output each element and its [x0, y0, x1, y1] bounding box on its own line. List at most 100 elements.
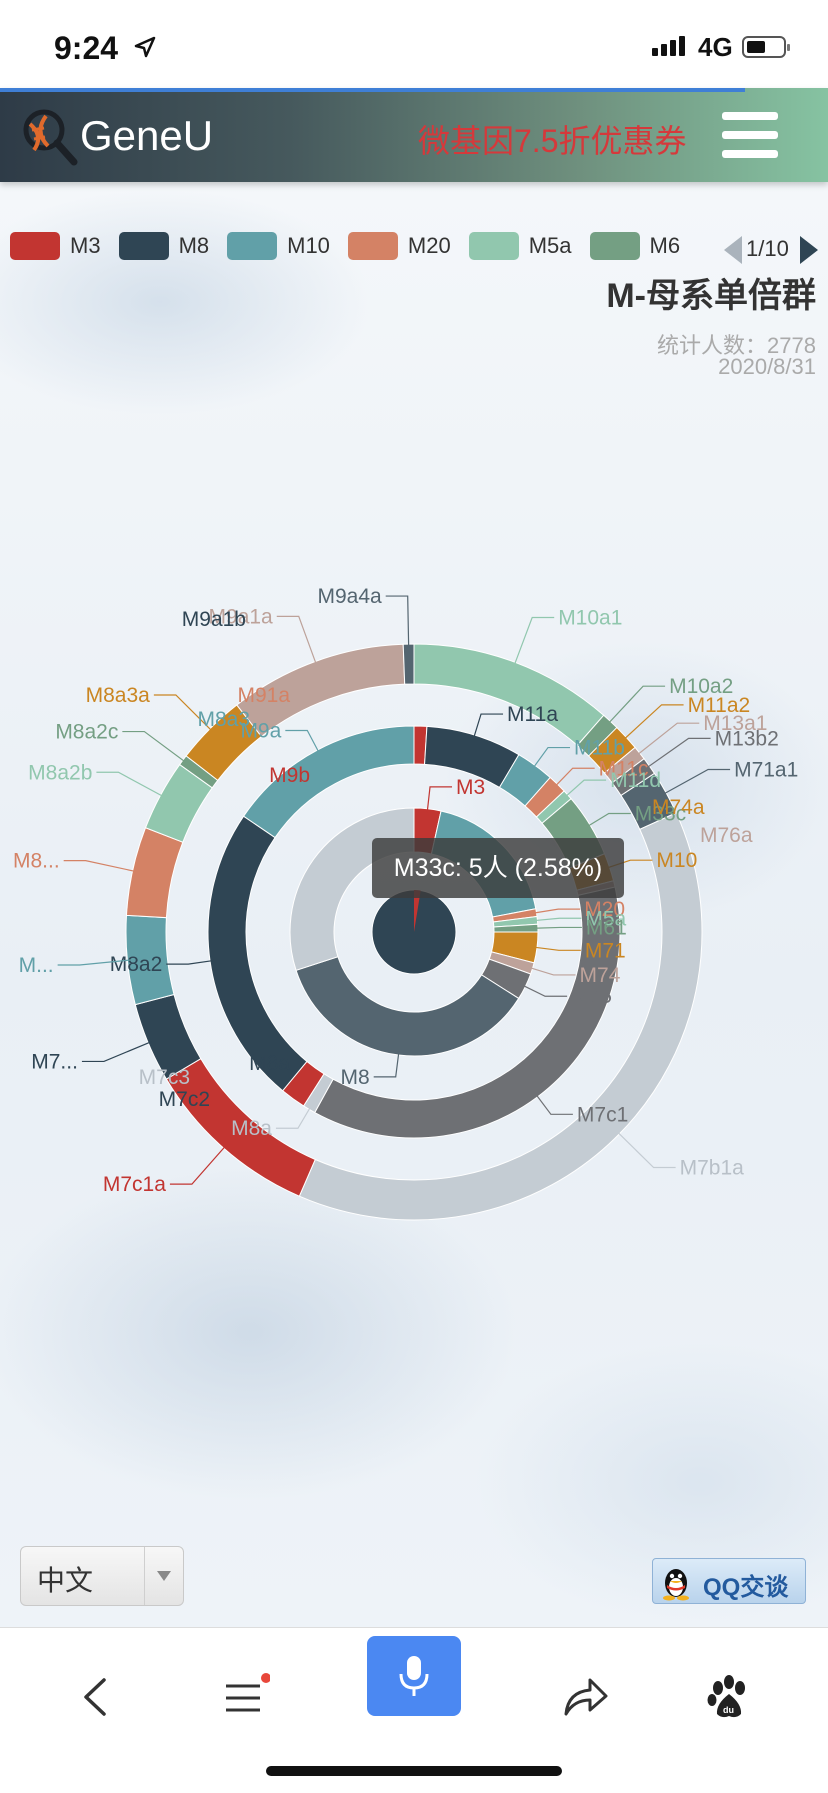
chart-legend: M3 M8 M10 M20 M5a M6 [10, 232, 728, 268]
extra-segment-label: M9b [269, 764, 310, 787]
legend-label: M20 [407, 233, 451, 258]
chart-tooltip: M33c: 5人 (2.58%) [372, 838, 624, 898]
label-leader-line [532, 746, 571, 769]
segment-label: M7c1a [103, 1173, 166, 1196]
label-leader-line [57, 959, 132, 966]
label-leader-line [385, 595, 410, 649]
label-leader-line [622, 704, 684, 741]
segment-label: M5a [585, 907, 626, 930]
segment-label: M10a1 [558, 606, 622, 629]
segment-label: M11d [610, 769, 661, 792]
qq-penguin-icon [663, 1569, 689, 1601]
label-leader-line [533, 917, 582, 922]
language-select[interactable]: 中文 [20, 1546, 184, 1606]
sunburst-segment[interactable] [402, 643, 415, 685]
language-value: 中文 [37, 1565, 94, 1596]
segment-label: M13a1 [703, 712, 767, 735]
legend-item[interactable]: M8 [118, 232, 209, 260]
menu-icon [722, 112, 778, 120]
geneu-logo-icon [23, 109, 78, 166]
share-icon[interactable] [560, 1672, 610, 1722]
label-leader-line [607, 685, 666, 725]
segment-label: M11a2 [688, 694, 751, 717]
segment-label: M3 [456, 776, 485, 799]
menu-button[interactable] [722, 112, 778, 158]
sunburst-segment[interactable] [242, 725, 415, 839]
promo-link[interactable]: 微基因7.5折优惠券 [418, 123, 687, 159]
header-progress-bar [0, 88, 745, 92]
legend-swatch [10, 232, 60, 260]
segment-label: M7... [31, 1050, 78, 1073]
qq-chat-button[interactable]: QQ交谈 [652, 1558, 806, 1604]
legend-item[interactable]: M3 [10, 232, 101, 260]
segment-label: M8a3a [86, 684, 151, 707]
menu-list-icon[interactable] [220, 1672, 270, 1722]
segment-label: M8 [341, 1066, 370, 1089]
legend-prev-icon[interactable] [724, 236, 742, 264]
segment-label: M9a1a [209, 605, 274, 628]
segment-label: M11b [574, 737, 625, 760]
legend-swatch [347, 232, 398, 260]
segment-label: M7c1 [577, 1103, 628, 1126]
segment-label: M... [19, 954, 54, 977]
segment-label: M9a [240, 720, 281, 743]
label-leader-line [373, 1050, 400, 1078]
segment-label: M10 [656, 849, 697, 872]
segment-label: M20 [584, 898, 625, 921]
label-leader-line [528, 966, 576, 976]
sunburst-segment[interactable] [295, 956, 520, 1057]
svg-text:du: du [723, 1705, 734, 1715]
extra-segment-label: M91a [237, 684, 290, 707]
extra-segment-label: M8a [249, 1052, 290, 1075]
legend-item[interactable]: M6 [589, 232, 680, 260]
segment-label: M8... [13, 850, 60, 873]
segment-label: M71a1 [734, 758, 798, 781]
legend-page-indicator: 1/10 [746, 236, 789, 261]
label-leader-line [636, 722, 700, 756]
label-leader-line [532, 946, 581, 951]
app-header: GeneU 微基因7.5折优惠券 [0, 88, 828, 182]
chart-subtitle-date: 2020/8/31 [718, 354, 816, 379]
label-leader-line [532, 908, 581, 914]
sunburst-segment[interactable] [125, 827, 184, 919]
segment-label: M8a2 [110, 953, 163, 976]
chart-subtitle-count: 统计人数：2778 [657, 333, 816, 358]
sunburst-segment[interactable] [298, 812, 703, 1221]
label-leader-line [81, 1040, 153, 1063]
legend-label: M3 [70, 233, 101, 258]
label-leader-line [276, 615, 318, 666]
label-leader-line [96, 771, 165, 798]
segment-label: M13b2 [715, 727, 779, 750]
status-bar: 9:24 4G [0, 0, 828, 88]
highlighted-segment[interactable] [414, 890, 421, 932]
chart-title: M-母系单倍群 [606, 277, 816, 315]
segment-label: M11c [599, 757, 649, 780]
label-leader-line [122, 730, 187, 764]
signal-icon [652, 36, 688, 56]
qq-chat-label: QQ交谈 [703, 1574, 789, 1601]
label-leader-line [166, 959, 215, 965]
segment-label: M75 [571, 985, 612, 1008]
legend-next-icon[interactable] [800, 236, 818, 264]
label-leader-line [285, 729, 321, 754]
label-leader-line [645, 737, 711, 769]
back-icon[interactable] [72, 1672, 122, 1722]
label-leader-line [169, 1144, 227, 1185]
extra-segment-label: M7c3 [139, 1066, 190, 1089]
extra-segment-label: M8a3 [197, 708, 250, 731]
legend-label: M5a [528, 233, 572, 258]
label-leader-line [153, 694, 214, 733]
segment-label: M61 [586, 916, 627, 939]
segment-label: M8a2b [28, 761, 92, 784]
legend-item[interactable]: M20 [347, 232, 451, 260]
legend-item[interactable]: M10 [227, 232, 330, 260]
legend-item[interactable]: M5a [468, 232, 572, 260]
baidu-paw-icon[interactable]: du [704, 1672, 754, 1722]
legend-swatch [118, 232, 169, 260]
segment-label: M71 [585, 939, 626, 962]
label-leader-line [616, 1130, 676, 1169]
voice-search-button[interactable] [367, 1636, 461, 1716]
microphone-icon [399, 1656, 429, 1696]
extra-segment-label: M74a [652, 796, 705, 819]
segment-label: M11a [507, 703, 558, 726]
